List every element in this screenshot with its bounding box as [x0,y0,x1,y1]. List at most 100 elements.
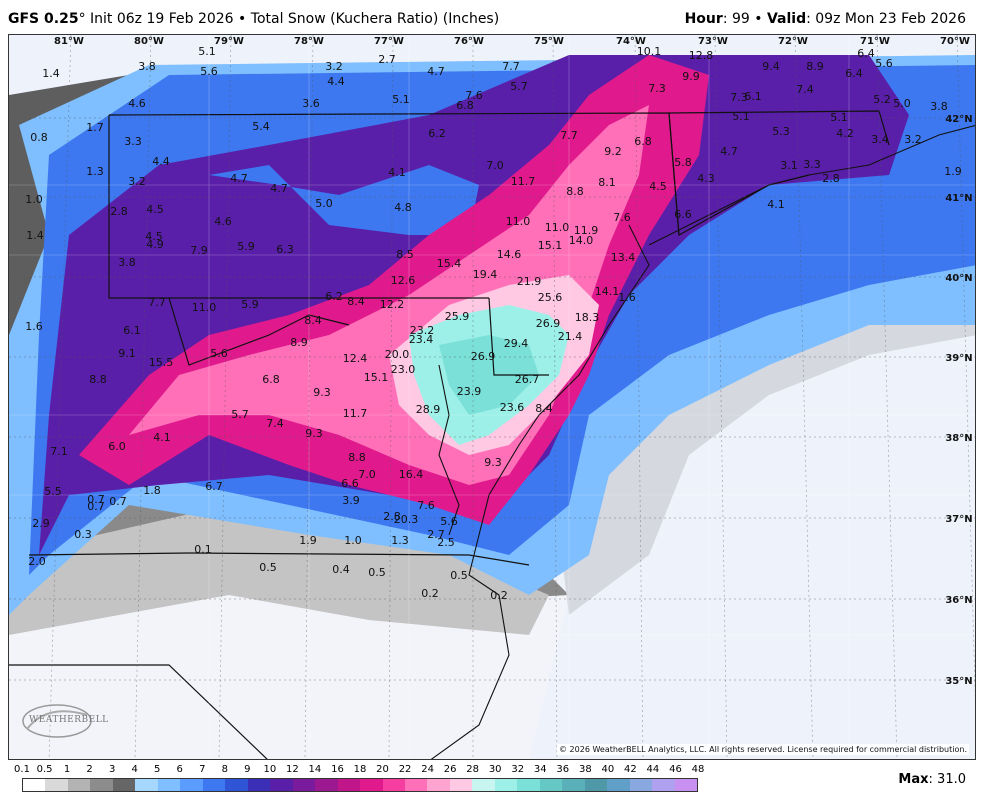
snow-value-label: 6.8 [456,99,474,112]
snow-value-label: 1.7 [86,121,104,134]
snow-value-label: 0.8 [30,131,48,144]
snow-value-label: 7.4 [266,417,284,430]
snow-value-label: 4.5 [145,230,163,243]
snow-value-label: 20.3 [394,513,419,526]
snow-value-label: 1.0 [25,193,43,206]
snow-value-label: 5.7 [510,80,528,93]
snow-value-label: 23.4 [409,333,434,346]
latitude-label: 37°N [945,514,972,525]
snow-value-label: 3.8 [118,256,136,269]
legend-swatch [225,779,248,791]
snow-value-label: 8.8 [566,185,584,198]
legend-tick-label: 6 [176,764,183,775]
snow-value-label: 13.4 [611,251,636,264]
legend-tick-label: 32 [511,764,525,775]
header-separator: • [749,11,767,27]
legend-swatch [292,779,316,791]
snow-value-label: 7.0 [486,159,504,172]
snow-value-label: 11.7 [343,407,368,420]
legend-tick-label: 26 [443,764,457,775]
hour-label: Hour [684,11,723,27]
legend-swatch [315,779,338,791]
snow-value-label: 1.8 [143,484,161,497]
snow-value-label: 11.7 [511,175,536,188]
longitude-label: 73°W [698,36,728,47]
valid-label: Valid [766,11,807,27]
snow-value-label: 1.9 [299,534,317,547]
coastline [430,124,975,759]
snow-value-label: 7.6 [613,211,631,224]
snow-value-label: 4.5 [649,180,667,193]
snow-value-label: 5.6 [210,347,228,360]
weatherbell-logo: WEATHERBELL [17,699,108,745]
snow-value-label: 5.6 [440,515,458,528]
snow-value-label: 0.1 [194,543,212,556]
snow-value-label: 9.3 [305,427,323,440]
longitude-label: 75°W [534,36,564,47]
legend-swatch [382,779,405,791]
snow-value-label: 5.6 [875,57,893,70]
legend-swatch [494,779,518,791]
snow-value-label: 4.1 [767,198,785,211]
snow-value-label: 5.0 [315,197,333,210]
snow-value-label: 0.5 [259,561,277,574]
legend-swatch [607,779,630,791]
legend-tick-label: 16 [331,764,344,775]
latitude-label: 41°N [945,193,972,204]
snow-value-label: 1.3 [391,534,409,547]
snow-value-label: 2.8 [822,172,840,185]
snow-value-label: 26.9 [471,350,496,363]
max-snowfall: Max: 31.0 [898,772,966,787]
snow-value-label: 6.4 [857,47,875,60]
snow-value-label: 5.4 [252,120,270,133]
latitude-labels: 42°N 41°N 40°N 39°N 38°N 37°N 36°N 35°N [945,114,972,687]
longitude-label: 80°W [134,36,164,47]
snow-value-label: 23.9 [457,385,482,398]
snow-value-label: 2.7 [427,528,445,541]
legend-tick-label: 20 [376,764,389,775]
snow-value-label: 3.8 [138,60,156,73]
snow-value-label: 14.1 [595,285,620,298]
snow-value-label: 7.1 [50,445,68,458]
legend-swatch [360,779,383,791]
snow-value-label: 15.1 [364,371,389,384]
snowfall-legend: 0.1 0.5 1 2 3 4 5 6 7 8 9 10 12 14 16 18 20 22 24 26 28 30 32 3… [14,764,704,796]
snow-value-label: 3.4 [871,133,889,146]
snow-value-label: 7.6 [417,499,435,512]
snow-value-label: 4.7 [427,65,445,78]
snowfall-values: 1.4 3.8 5.1 5.6 3.2 4.4 2.7 4.7 7.7 10.1 12.8 9.4 8.… [25,45,962,602]
snow-value-label: 5.5 [44,485,62,498]
county-lines [9,35,975,759]
longitude-label: 72°W [778,36,808,47]
snow-value-label: 0.5 [450,569,468,582]
longitude-label: 77°W [374,36,404,47]
legend-swatch [337,779,361,791]
longitude-label: 70°W [940,36,970,47]
snow-value-label: 0.7 [87,500,105,513]
snow-value-label: 5.3 [772,125,790,138]
max-value: : 31.0 [928,772,966,787]
snow-value-label: 3.6 [302,97,320,110]
latitude-label: 40°N [945,273,972,284]
legend-tick-label: 5 [154,764,161,775]
snow-value-label: 1.9 [944,165,962,178]
snow-value-label: 8.4 [347,295,365,308]
snowfall-map[interactable]: 81°W 80°W 79°W 78°W 77°W 76°W 75°W 74°W 73°W 72°W… [8,34,976,760]
snow-value-label: 9.3 [313,386,331,399]
snow-value-label: 5.2 [873,93,891,106]
snow-value-label: 26.9 [536,317,561,330]
map-title: GFS 0.25° Init 06z 19 Feb 2026 • Total S… [8,11,499,27]
snow-value-label: 4.5 [146,203,164,216]
snow-value-label: 8.8 [348,451,366,464]
legend-swatch [202,779,226,791]
map-header: GFS 0.25° Init 06z 19 Feb 2026 • Total S… [0,0,984,34]
snow-value-label: 4.7 [230,172,248,185]
snow-value-label: 9.1 [118,347,136,360]
snow-value-label: 4.8 [394,201,412,214]
snow-value-label: 21.9 [517,275,542,288]
snow-value-label: 0.7 [87,493,105,506]
snow-value-label: 3.2 [904,133,922,146]
snow-value-label: 7.4 [796,83,814,96]
snow-value-label: 6.1 [123,324,141,337]
valid-value: : 09z Mon 23 Feb 2026 [806,11,966,27]
